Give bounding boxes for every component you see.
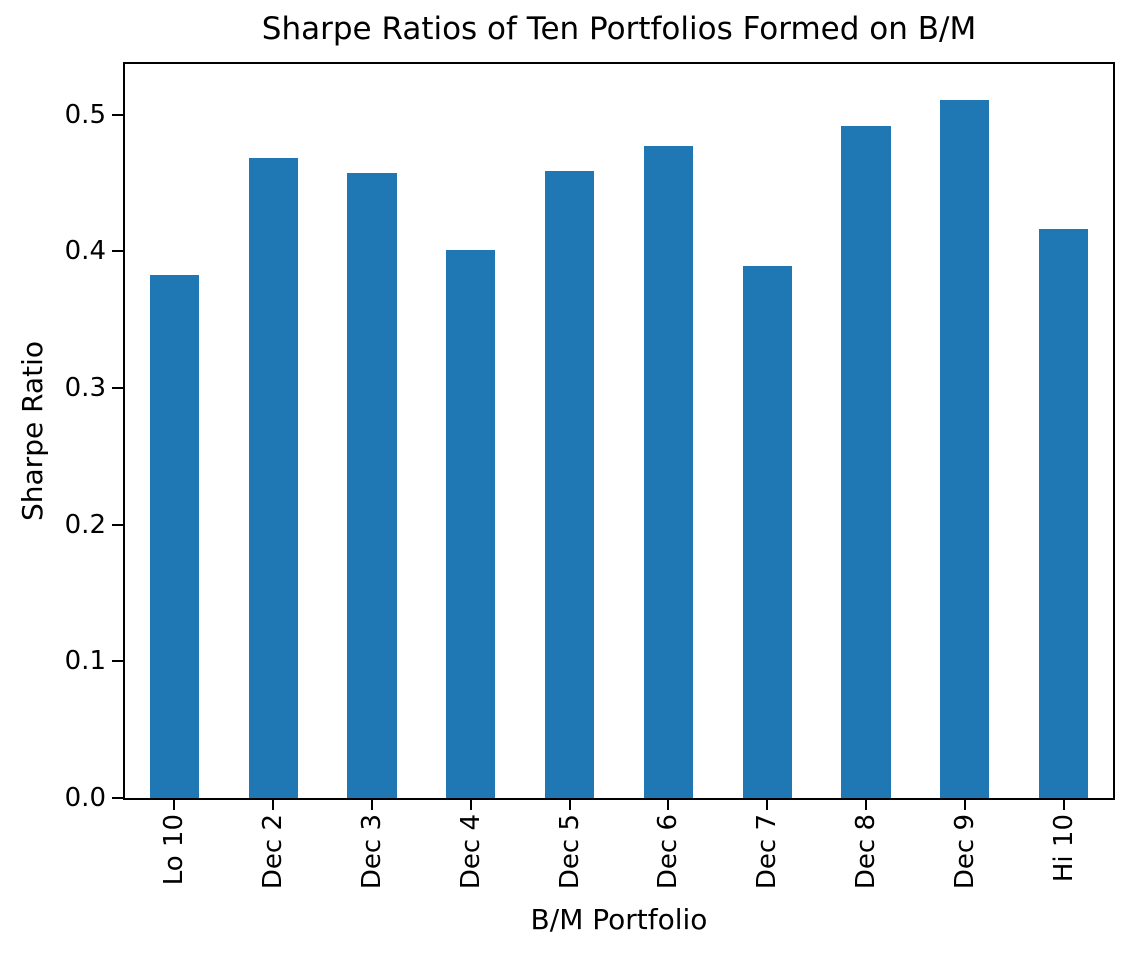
y-tick-mark	[112, 113, 123, 116]
x-tick-label: Lo 10	[159, 814, 190, 886]
x-tick-mark	[568, 800, 571, 810]
y-tick-label: 0.4	[64, 236, 106, 267]
bar-dec-5	[544, 170, 595, 798]
x-tick-mark	[173, 800, 176, 810]
bar-dec-3	[347, 173, 397, 798]
y-tick-mark	[112, 250, 123, 253]
y-tick-label: 0.0	[64, 783, 106, 813]
bar-hi-10	[1038, 229, 1089, 798]
x-tick-label: Hi 10	[1048, 814, 1079, 883]
x-tick-mark	[272, 800, 275, 810]
x-tick-label: Dec 5	[554, 814, 585, 890]
y-tick-label: 0.5	[64, 99, 106, 130]
y-tick-label: 0.2	[64, 509, 106, 540]
x-tick-label: Dec 6	[653, 814, 684, 890]
bar-dec-7	[742, 266, 792, 798]
x-tick-mark	[1062, 800, 1065, 810]
y-tick-label: 0.1	[64, 646, 106, 677]
bar-dec-4	[446, 249, 496, 798]
y-tick-label: 0.3	[64, 372, 106, 403]
x-tick-label: Dec 8	[851, 814, 881, 890]
x-tick-label: Dec 3	[357, 814, 387, 890]
bar-dec-2	[248, 158, 298, 798]
x-tick-mark	[963, 800, 966, 810]
y-tick-mark	[112, 797, 123, 799]
y-axis-label: Sharpe Ratio	[16, 341, 49, 521]
y-tick-mark	[112, 523, 123, 526]
x-tick-mark	[667, 800, 670, 810]
y-tick-mark	[112, 660, 123, 663]
bar-lo-10	[149, 274, 200, 798]
x-axis-label: B/M Portfolio	[530, 903, 708, 936]
x-tick-mark	[865, 800, 867, 810]
plot-area	[123, 62, 1115, 800]
x-tick-label: Dec 2	[258, 814, 289, 890]
x-tick-label: Dec 4	[455, 814, 486, 890]
bar-dec-8	[841, 125, 891, 798]
x-tick-mark	[469, 800, 472, 810]
x-tick-label: Dec 9	[949, 814, 980, 890]
y-tick-mark	[112, 386, 123, 389]
bar-dec-6	[643, 146, 694, 798]
chart-title: Sharpe Ratios of Ten Portfolios Formed o…	[261, 11, 977, 47]
x-tick-mark	[371, 800, 373, 810]
x-tick-label: Dec 7	[752, 814, 783, 890]
bar-dec-9	[940, 99, 990, 798]
x-tick-mark	[766, 800, 769, 810]
